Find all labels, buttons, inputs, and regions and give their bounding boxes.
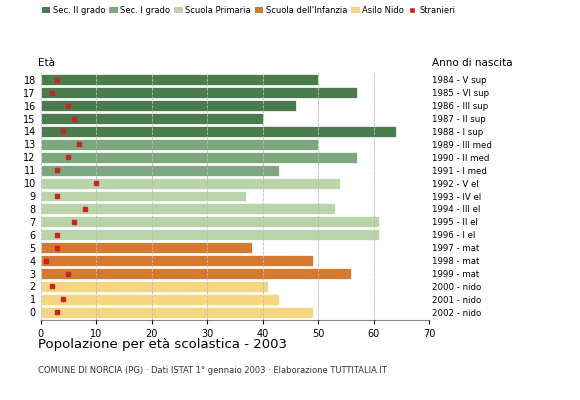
Bar xyxy=(41,204,335,214)
Bar xyxy=(41,152,357,163)
Bar xyxy=(41,268,351,279)
Text: Anno di nascita: Anno di nascita xyxy=(432,58,513,68)
Bar xyxy=(41,178,340,188)
Text: Popolazione per età scolastica - 2003: Popolazione per età scolastica - 2003 xyxy=(38,338,287,351)
Bar xyxy=(41,294,280,305)
Bar xyxy=(41,87,357,98)
Bar xyxy=(41,190,246,202)
Bar xyxy=(41,100,296,111)
Bar xyxy=(41,255,313,266)
Bar xyxy=(41,281,268,292)
Bar xyxy=(41,216,379,227)
Text: COMUNE DI NORCIA (PG) · Dati ISTAT 1° gennaio 2003 · Elaborazione TUTTITALIA.IT: COMUNE DI NORCIA (PG) · Dati ISTAT 1° ge… xyxy=(38,366,387,375)
Bar xyxy=(41,139,318,150)
Bar xyxy=(41,165,280,176)
Text: Età: Età xyxy=(38,58,55,68)
Bar xyxy=(41,242,252,253)
Bar xyxy=(41,74,318,85)
Bar xyxy=(41,307,313,318)
Bar xyxy=(41,113,263,124)
Bar xyxy=(41,126,396,137)
Bar xyxy=(41,229,379,240)
Legend: Sec. II grado, Sec. I grado, Scuola Primaria, Scuola dell'Infanzia, Asilo Nido, : Sec. II grado, Sec. I grado, Scuola Prim… xyxy=(42,6,455,15)
